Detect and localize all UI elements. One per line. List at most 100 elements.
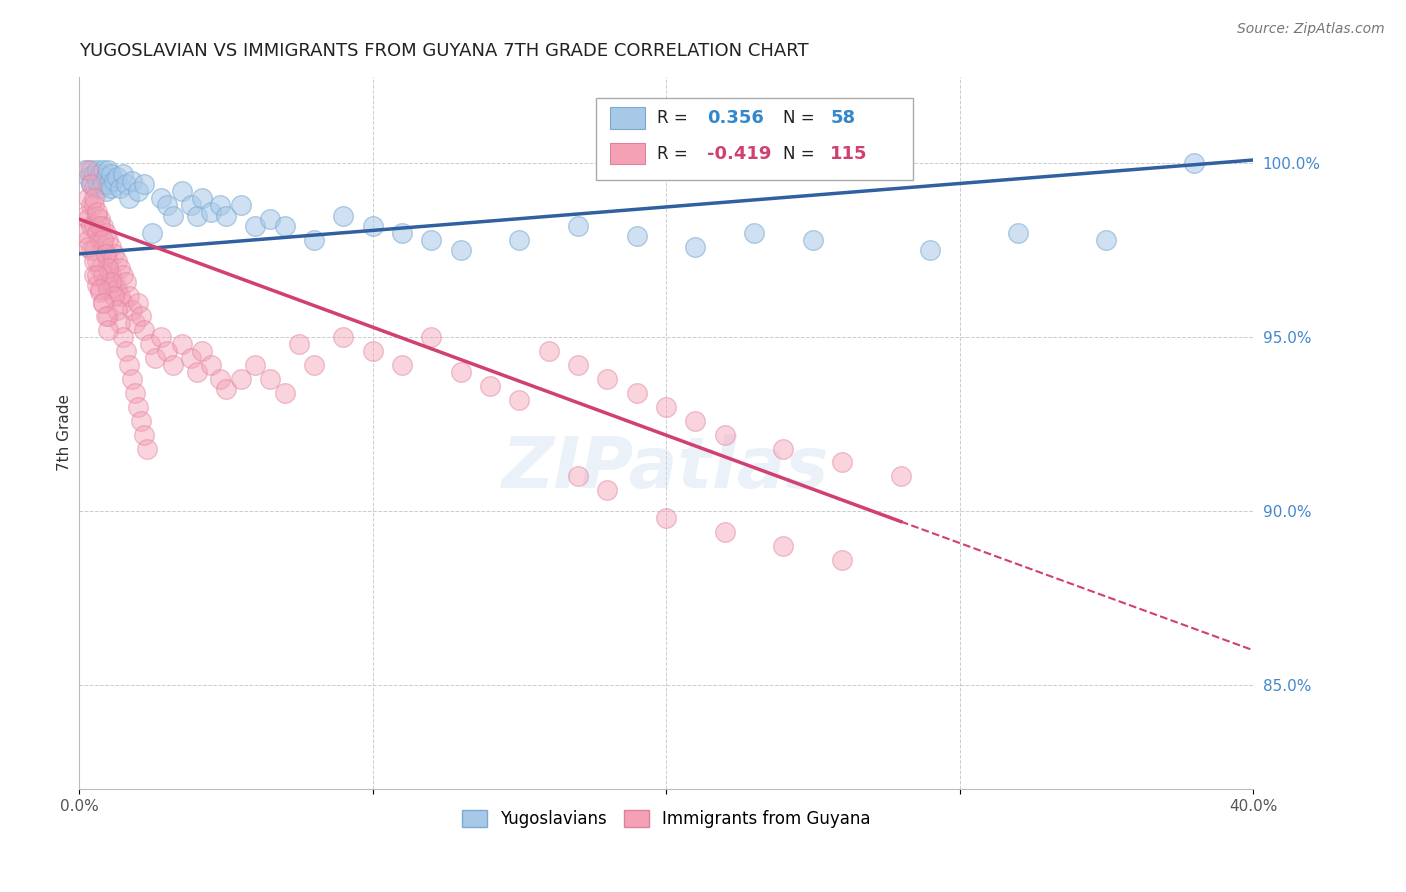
Point: [86, 209, 108, 223]
Point: [118, 358, 141, 372]
Point: [229, 198, 252, 212]
Point: [83, 244, 105, 258]
Point: [108, 317, 131, 331]
Point: [103, 275, 125, 289]
Point: [77, 170, 100, 185]
Point: [391, 358, 413, 372]
Point: [135, 442, 157, 456]
Point: [89, 212, 111, 227]
Point: [89, 219, 111, 233]
Point: [100, 240, 122, 254]
Point: [103, 247, 125, 261]
Point: [361, 219, 384, 233]
Point: [537, 344, 560, 359]
Point: [89, 181, 111, 195]
Point: [150, 191, 173, 205]
Point: [186, 365, 208, 379]
Point: [772, 442, 794, 456]
FancyBboxPatch shape: [596, 98, 912, 180]
Point: [112, 295, 135, 310]
Point: [478, 379, 501, 393]
Point: [215, 383, 238, 397]
Point: [713, 524, 735, 539]
Point: [86, 205, 108, 219]
Point: [508, 233, 530, 247]
Point: [83, 167, 105, 181]
Point: [115, 275, 138, 289]
Point: [86, 253, 108, 268]
Point: [97, 163, 120, 178]
Point: [89, 260, 111, 275]
Point: [596, 372, 619, 386]
Text: 0.356: 0.356: [707, 109, 763, 127]
Point: [100, 167, 122, 181]
Point: [89, 233, 111, 247]
Point: [118, 191, 141, 205]
Point: [86, 268, 108, 282]
Text: -0.419: -0.419: [707, 145, 772, 162]
Point: [105, 302, 128, 317]
Point: [83, 253, 105, 268]
Point: [129, 414, 152, 428]
Point: [105, 170, 128, 185]
Point: [73, 163, 96, 178]
Point: [103, 174, 125, 188]
Point: [162, 358, 184, 372]
Point: [302, 233, 325, 247]
Point: [450, 244, 472, 258]
Point: [1182, 156, 1205, 170]
Point: [245, 219, 267, 233]
Point: [105, 253, 128, 268]
Point: [567, 469, 589, 483]
Point: [83, 181, 105, 195]
Point: [124, 386, 146, 401]
Point: [191, 344, 214, 359]
Point: [77, 233, 100, 247]
Point: [89, 282, 111, 296]
Point: [127, 295, 149, 310]
Point: [80, 198, 103, 212]
Point: [80, 244, 103, 258]
Text: YUGOSLAVIAN VS IMMIGRANTS FROM GUYANA 7TH GRADE CORRELATION CHART: YUGOSLAVIAN VS IMMIGRANTS FROM GUYANA 7T…: [79, 42, 808, 60]
Point: [112, 330, 135, 344]
Point: [420, 233, 443, 247]
Point: [94, 310, 117, 324]
Point: [170, 337, 193, 351]
Point: [94, 247, 117, 261]
Point: [80, 219, 103, 233]
Text: N =: N =: [783, 109, 820, 127]
Text: R =: R =: [657, 109, 693, 127]
Point: [94, 275, 117, 289]
Point: [86, 163, 108, 178]
Point: [180, 351, 202, 366]
Point: [259, 372, 281, 386]
Point: [127, 184, 149, 198]
Point: [150, 330, 173, 344]
Point: [245, 358, 267, 372]
Point: [121, 302, 143, 317]
Bar: [610, 107, 645, 128]
Point: [332, 209, 354, 223]
Point: [77, 212, 100, 227]
Point: [124, 317, 146, 331]
Point: [180, 198, 202, 212]
Point: [89, 285, 111, 299]
Point: [121, 174, 143, 188]
Point: [191, 191, 214, 205]
Point: [208, 372, 231, 386]
Point: [80, 178, 103, 192]
Point: [332, 330, 354, 344]
Point: [156, 344, 179, 359]
Point: [91, 240, 114, 254]
Point: [1095, 233, 1118, 247]
Point: [80, 163, 103, 178]
Point: [655, 511, 678, 525]
Point: [86, 174, 108, 188]
Point: [713, 427, 735, 442]
Point: [89, 167, 111, 181]
Text: 115: 115: [831, 145, 868, 162]
Point: [208, 198, 231, 212]
Point: [100, 268, 122, 282]
Point: [596, 483, 619, 498]
Text: Source: ZipAtlas.com: Source: ZipAtlas.com: [1237, 22, 1385, 37]
